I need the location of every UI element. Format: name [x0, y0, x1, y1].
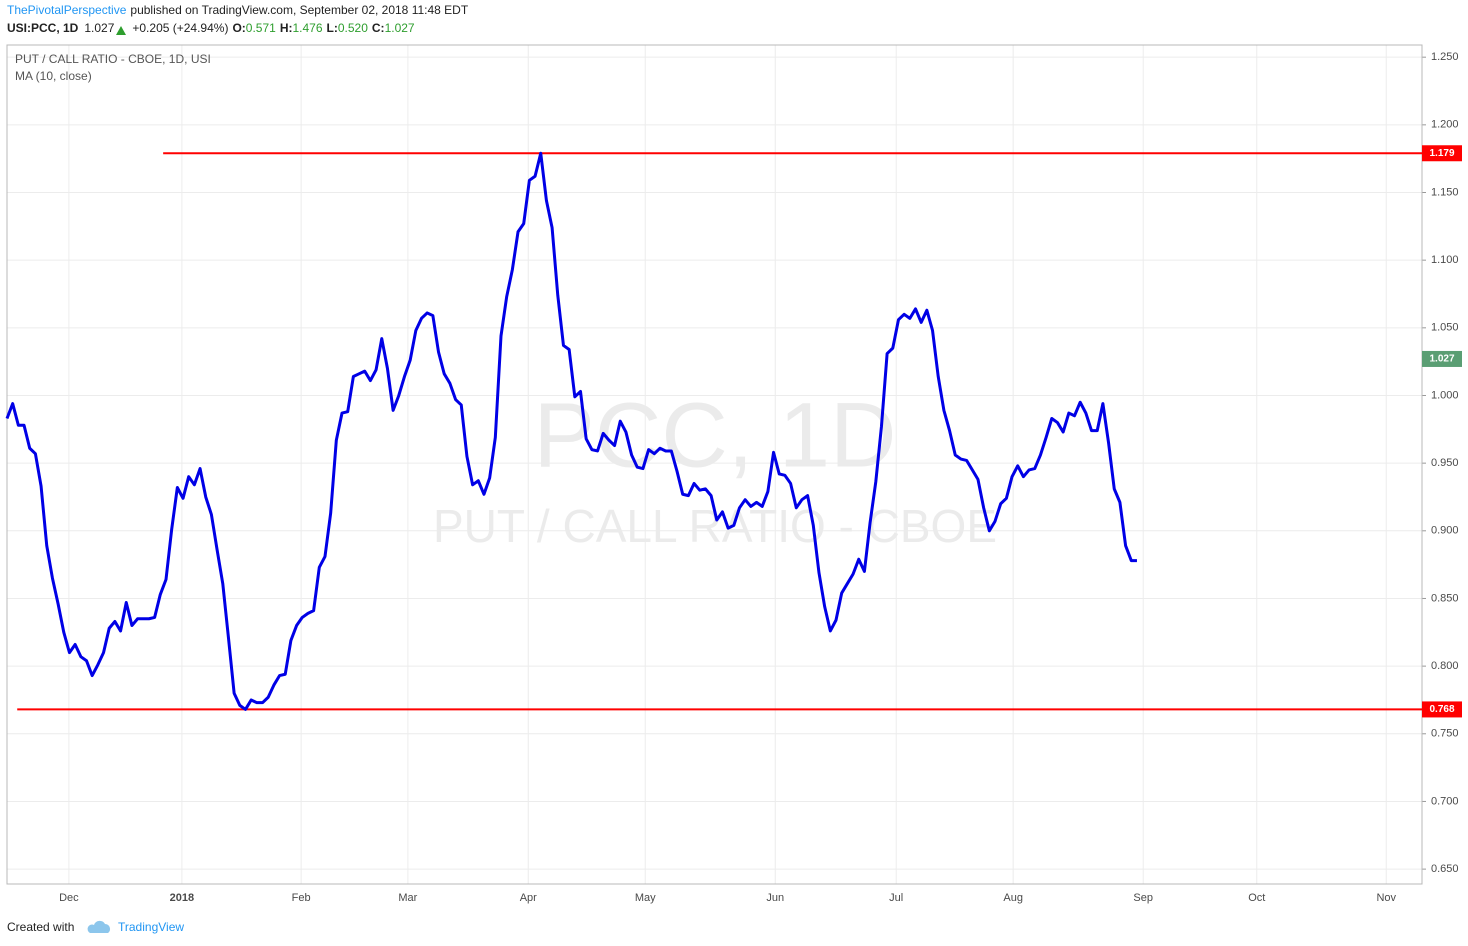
- last: 1.027: [84, 21, 114, 35]
- y-tick-label: 0.700: [1431, 795, 1459, 807]
- last-price-label: 1.027: [1429, 354, 1454, 365]
- x-tick-label: Jul: [889, 892, 903, 904]
- x-tick-label: Sep: [1133, 892, 1153, 904]
- price-label: 0.768: [1429, 704, 1454, 715]
- y-tick-label: 1.050: [1431, 322, 1459, 334]
- ohlc-value: 0.520: [338, 21, 368, 35]
- ohlc-label: L:: [327, 21, 338, 35]
- y-tick-label: 0.950: [1431, 457, 1459, 469]
- plot-frame: [6, 44, 1423, 885]
- price-label-box: [1422, 701, 1462, 718]
- watermark: PCC, 1D: [534, 384, 897, 486]
- author[interactable]: ThePivotalPerspective: [7, 3, 127, 17]
- x-tick-label: Oct: [1248, 892, 1265, 904]
- symbol: USI:PCC, 1D: [7, 21, 79, 35]
- price-label-box: [1422, 145, 1462, 162]
- chart-title: PUT / CALL RATIO - CBOE, 1D, USI: [15, 52, 211, 66]
- x-tick-label: Mar: [398, 892, 417, 904]
- ohlc-label: O:: [232, 21, 245, 35]
- last-price-box: [1422, 350, 1462, 367]
- y-tick-label: 0.750: [1431, 728, 1459, 740]
- x-tick-label: Apr: [520, 892, 537, 904]
- ohlc-value: 0.571: [246, 21, 276, 35]
- x-tick-label: Feb: [292, 892, 311, 904]
- y-tick-label: 1.250: [1431, 51, 1459, 63]
- y-tick-label: 0.900: [1431, 525, 1459, 537]
- footer-brand[interactable]: TradingView: [118, 920, 184, 934]
- x-tick-label: May: [635, 892, 656, 904]
- ohlc-label: C:: [372, 21, 385, 35]
- series-line: [5, 151, 1137, 711]
- up-arrow: [116, 26, 126, 35]
- published: published on TradingView.com, September …: [130, 3, 468, 17]
- quote-line: USI:PCC, 1D 1.027 +0.205 (+24.94%) O:0.571 H…: [7, 21, 415, 35]
- y-tick-label: 0.650: [1431, 863, 1459, 875]
- ohlc-label: H:: [280, 21, 293, 35]
- change: +0.205 (+24.94%): [132, 21, 228, 35]
- price-label: 1.179: [1429, 148, 1454, 159]
- y-tick-label: 0.850: [1431, 592, 1459, 604]
- ohlc-value: 1.027: [385, 21, 415, 35]
- footer-text: Created with: [7, 920, 74, 934]
- header-line: ThePivotalPerspective published on Tradin…: [7, 3, 469, 17]
- ohlc-value: 1.476: [293, 21, 323, 35]
- x-tick-label: Nov: [1376, 892, 1396, 904]
- x-tick-label: Aug: [1003, 892, 1023, 904]
- x-tick-label: Dec: [59, 892, 79, 904]
- y-tick-label: 1.000: [1431, 389, 1459, 401]
- y-tick-label: 1.100: [1431, 254, 1459, 266]
- y-tick-label: 0.800: [1431, 660, 1459, 672]
- x-tick-label: Jun: [766, 892, 784, 904]
- logo: [87, 920, 111, 933]
- y-tick-label: 1.200: [1431, 119, 1459, 131]
- legend-entry: MA (10, close): [15, 69, 92, 83]
- plot: Dec 2018 Feb Mar Apr May Jun Jul Aug Sep Oct Nov 0.6…: [5, 44, 1462, 904]
- y-tick-label: 1.150: [1431, 186, 1459, 198]
- x-tick-label: 2018: [170, 892, 194, 904]
